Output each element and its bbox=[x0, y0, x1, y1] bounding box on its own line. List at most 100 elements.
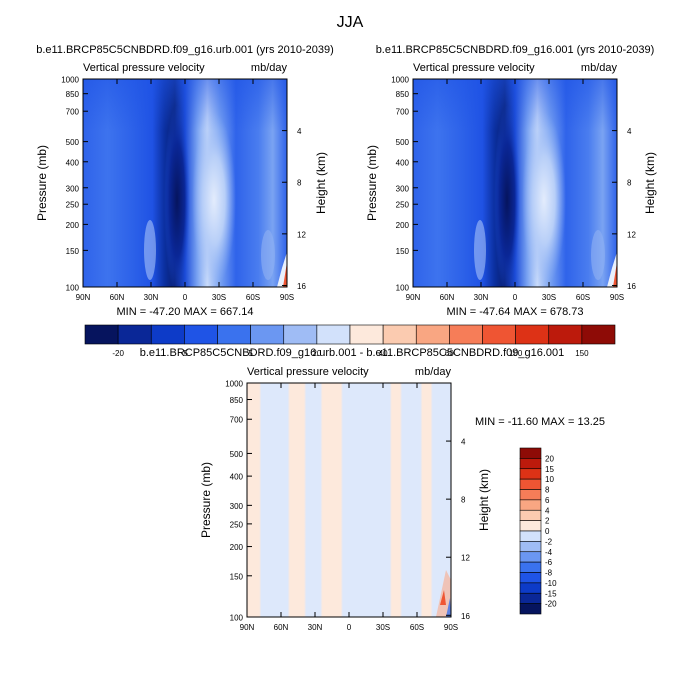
panel-right-string: mb/day bbox=[581, 62, 618, 74]
x-tick-label: 30N bbox=[474, 293, 489, 302]
panel-stats: MIN = -11.60 MAX = 13.25 bbox=[475, 416, 605, 428]
figure-title: JJA bbox=[337, 14, 364, 31]
colorbar-swatch bbox=[449, 324, 483, 345]
colorbar-label: -6 bbox=[545, 558, 553, 567]
y-tick-label: 400 bbox=[396, 158, 410, 167]
y-axis-right-label: Height (km) bbox=[314, 152, 328, 214]
x-tick-label: 90S bbox=[444, 623, 458, 632]
colorbar-swatch bbox=[519, 489, 542, 501]
height-tick-label: 16 bbox=[627, 282, 636, 291]
y-tick-label: 200 bbox=[66, 221, 80, 230]
x-tick-label: 90N bbox=[240, 623, 255, 632]
panel-urb: b.e11.BRCP85C5CNBDRD.f09_g16.urb.001 (yr… bbox=[35, 44, 334, 318]
x-tick-label: 30S bbox=[212, 293, 226, 302]
colorbar-swatch bbox=[519, 499, 542, 511]
height-tick-label: 12 bbox=[627, 230, 636, 239]
y-tick-label: 850 bbox=[66, 90, 80, 99]
x-tick-label: 30S bbox=[376, 623, 390, 632]
colorbar-swatch bbox=[349, 324, 384, 345]
height-tick-label: 12 bbox=[461, 554, 470, 563]
x-tick-label: 30N bbox=[308, 623, 323, 632]
colorbar-swatch bbox=[519, 592, 542, 604]
colorbar-swatch bbox=[117, 324, 152, 345]
colorbar-swatch bbox=[519, 572, 542, 584]
y-tick-label: 100 bbox=[230, 614, 244, 623]
colorbar-swatch bbox=[150, 324, 185, 345]
colorbar-swatch bbox=[382, 324, 417, 345]
colorbar-swatch bbox=[84, 324, 119, 345]
colorbar-swatch bbox=[283, 324, 318, 345]
colorbar-label: -20 bbox=[545, 600, 557, 609]
panel-stats: MIN = -47.64 MAX = 678.73 bbox=[447, 306, 584, 318]
height-tick-label: 12 bbox=[297, 230, 306, 239]
y-tick-label: 1000 bbox=[61, 76, 79, 85]
y-tick-label: 100 bbox=[66, 284, 80, 293]
y-tick-label: 250 bbox=[66, 201, 80, 210]
colorbar-swatch bbox=[250, 324, 285, 345]
colorbar-swatch bbox=[519, 530, 542, 542]
x-tick-label: 60S bbox=[410, 623, 424, 632]
height-tick-label: 4 bbox=[297, 127, 302, 136]
y-tick-label: 150 bbox=[396, 247, 410, 256]
x-tick-label: 0 bbox=[347, 623, 352, 632]
y-tick-label: 150 bbox=[66, 247, 80, 256]
height-tick-label: 16 bbox=[297, 282, 306, 291]
panel-left-string: Vertical pressure velocity bbox=[247, 366, 369, 378]
colorbar-swatch bbox=[519, 551, 542, 563]
y-tick-label: 700 bbox=[230, 416, 244, 425]
y-tick-label: 500 bbox=[396, 138, 410, 147]
panel-stats: MIN = -47.20 MAX = 667.14 bbox=[117, 306, 254, 318]
x-tick-label: 60N bbox=[440, 293, 455, 302]
y-tick-label: 200 bbox=[396, 221, 410, 230]
colorbar-swatch bbox=[316, 324, 351, 345]
colorbar-label: -15 bbox=[545, 589, 557, 598]
y-tick-label: 250 bbox=[396, 201, 410, 210]
y-axis-label: Pressure (mb) bbox=[365, 145, 379, 221]
panel-title: b.e11.BRCP85C5CNBDRD.f09_g16.urb.001 (yr… bbox=[36, 44, 334, 56]
y-tick-label: 700 bbox=[396, 108, 410, 117]
y-tick-label: 200 bbox=[230, 543, 244, 552]
x-tick-label: 30N bbox=[144, 293, 159, 302]
x-tick-label: 60N bbox=[110, 293, 125, 302]
y-tick-label: 300 bbox=[230, 502, 244, 511]
colorbar-label: -10 bbox=[545, 579, 557, 588]
panel-title: b.e11.BRCP85C5CNBDRD.f09_g16.urb.001 - b… bbox=[140, 347, 565, 359]
colorbar-swatch bbox=[519, 468, 542, 480]
x-tick-label: 0 bbox=[183, 293, 188, 302]
x-tick-label: 30S bbox=[542, 293, 556, 302]
y-axis-right-label: Height (km) bbox=[643, 152, 657, 214]
panel-title: b.e11.BRCP85C5CNBDRD.f09_g16.001 (yrs 20… bbox=[376, 44, 655, 56]
colorbar-swatch bbox=[519, 603, 542, 615]
colorbar-label: 20 bbox=[545, 454, 554, 463]
colorbar-swatch bbox=[415, 324, 450, 345]
colorbar-label: 6 bbox=[545, 496, 550, 505]
colorbar-label: 100 bbox=[509, 349, 523, 358]
colorbar-horizontal: -20 -5 5 20 40 60 100 150 bbox=[84, 324, 616, 358]
colorbar-label: 2 bbox=[545, 517, 550, 526]
colorbar-swatch bbox=[217, 324, 251, 345]
height-tick-label: 16 bbox=[461, 612, 470, 621]
heatmap-field bbox=[247, 383, 451, 617]
colorbar-label: 8 bbox=[545, 486, 550, 495]
colorbar-swatch bbox=[519, 509, 542, 521]
y-axis-label: Pressure (mb) bbox=[199, 462, 213, 538]
x-tick-label: 90S bbox=[280, 293, 294, 302]
y-axis-label: Pressure (mb) bbox=[35, 145, 49, 221]
colorbar-label: 5 bbox=[248, 349, 253, 358]
x-tick-label: 60N bbox=[274, 623, 289, 632]
panel-right-string: mb/day bbox=[251, 62, 288, 74]
y-tick-label: 850 bbox=[230, 396, 244, 405]
y-axis-right-label: Height (km) bbox=[477, 469, 491, 531]
colorbar-label: 0 bbox=[545, 527, 550, 536]
y-tick-label: 300 bbox=[396, 184, 410, 193]
panel-right-string: mb/day bbox=[415, 366, 452, 378]
x-tick-label: 90S bbox=[610, 293, 624, 302]
panel-left-string: Vertical pressure velocity bbox=[83, 62, 205, 74]
height-tick-label: 8 bbox=[461, 496, 466, 505]
colorbar-swatch bbox=[548, 324, 583, 345]
colorbar-label: 10 bbox=[545, 475, 554, 484]
y-tick-label: 150 bbox=[230, 572, 244, 581]
colorbar-label: -4 bbox=[545, 548, 553, 557]
height-tick-label: 8 bbox=[627, 179, 632, 188]
